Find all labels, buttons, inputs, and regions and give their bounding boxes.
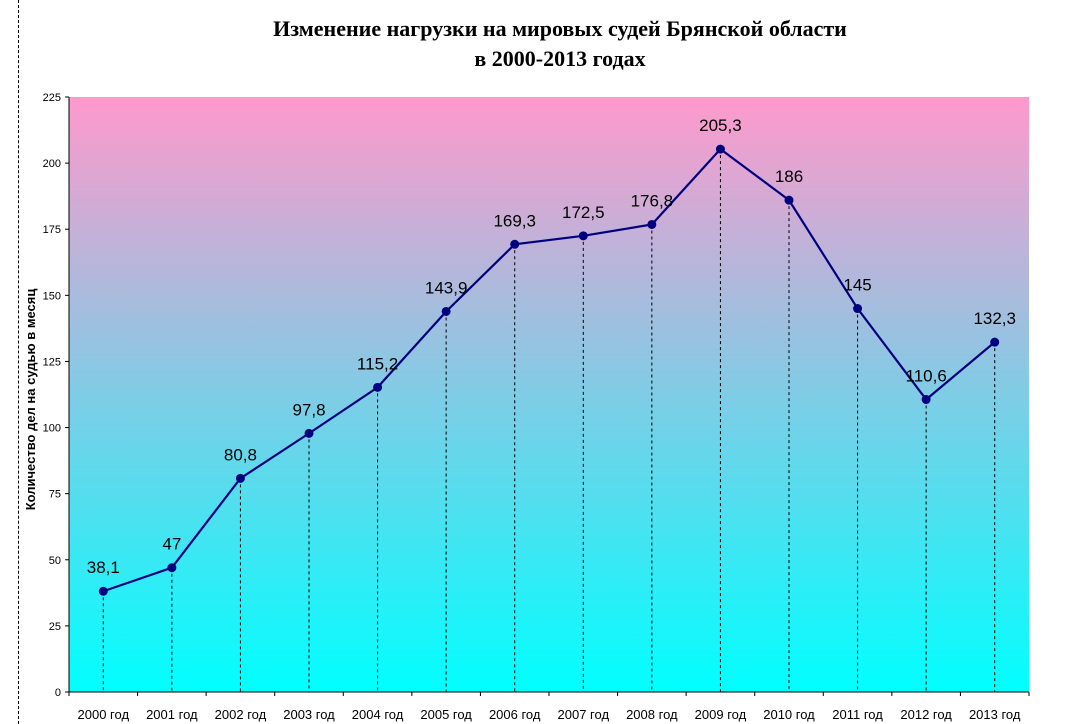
- x-tick-label: 2010 год: [763, 707, 815, 722]
- data-label: 115,2: [357, 354, 398, 373]
- data-point: [853, 304, 863, 314]
- y-tick-label: 225: [43, 92, 61, 104]
- x-tick-label: 2006 год: [489, 707, 541, 722]
- data-label: 205,3: [699, 116, 742, 135]
- x-tick-label: 2012 год: [900, 707, 952, 722]
- y-tick-label: 125: [43, 356, 61, 368]
- x-tick-label: 2003 год: [283, 707, 335, 722]
- data-point: [510, 239, 520, 249]
- x-tick-label: 2002 год: [215, 707, 267, 722]
- data-point: [98, 586, 108, 596]
- x-tick-label: 2011 год: [832, 707, 883, 722]
- x-tick-label: 2000 год: [78, 707, 130, 722]
- data-label: 97,8: [292, 400, 325, 419]
- x-tick-label: 2004 год: [352, 707, 404, 722]
- data-point: [990, 337, 1000, 347]
- data-point: [167, 563, 177, 573]
- y-tick-label: 100: [43, 423, 61, 435]
- y-axis-title: Количество дел на судью в месяц: [23, 289, 38, 511]
- x-tick-label: 2008 год: [626, 707, 678, 722]
- x-tick-label: 2005 год: [420, 707, 472, 722]
- data-label: 38,1: [87, 558, 120, 577]
- data-label: 172,5: [562, 203, 605, 222]
- data-point: [578, 231, 588, 241]
- series-line: [102, 147, 996, 593]
- y-tick-label: 0: [55, 687, 61, 699]
- x-tick-label: 2009 год: [695, 707, 747, 722]
- chart-title-line2: в 2000-2013 годах: [474, 46, 646, 71]
- y-tick-label: 50: [49, 555, 61, 567]
- data-point: [304, 428, 314, 438]
- x-tick-label: 2013 год: [969, 707, 1021, 722]
- data-point: [441, 306, 451, 316]
- data-label: 143,9: [425, 278, 468, 297]
- y-tick-label: 200: [43, 158, 61, 170]
- data-point: [715, 144, 725, 154]
- data-label: 132,3: [973, 309, 1016, 328]
- x-tick-label: 2001 год: [146, 707, 198, 722]
- data-point: [647, 219, 657, 229]
- y-tick-label: 25: [49, 621, 61, 633]
- left-dashed-rule: [18, 0, 19, 724]
- data-point: [235, 473, 245, 483]
- y-tick-label: 175: [43, 224, 61, 236]
- plot-area: [69, 97, 1029, 692]
- data-label: 110,6: [906, 367, 947, 386]
- x-tick-label: 2007 год: [558, 707, 610, 722]
- data-point: [921, 395, 931, 405]
- data-point: [373, 382, 383, 392]
- data-label: 145: [843, 276, 871, 295]
- y-tick-label: 150: [43, 290, 61, 302]
- data-label: 176,8: [631, 191, 674, 210]
- data-label: 47: [162, 535, 181, 554]
- data-point: [784, 195, 794, 205]
- chart-title-line1: Изменение нагрузки на мировых судей Брян…: [273, 16, 847, 41]
- data-label: 186: [775, 167, 803, 186]
- chart-title: Изменение нагрузки на мировых судей Брян…: [0, 14, 1073, 74]
- data-label: 169,3: [493, 211, 536, 230]
- y-tick-label: 75: [49, 489, 61, 501]
- data-label: 80,8: [224, 445, 257, 464]
